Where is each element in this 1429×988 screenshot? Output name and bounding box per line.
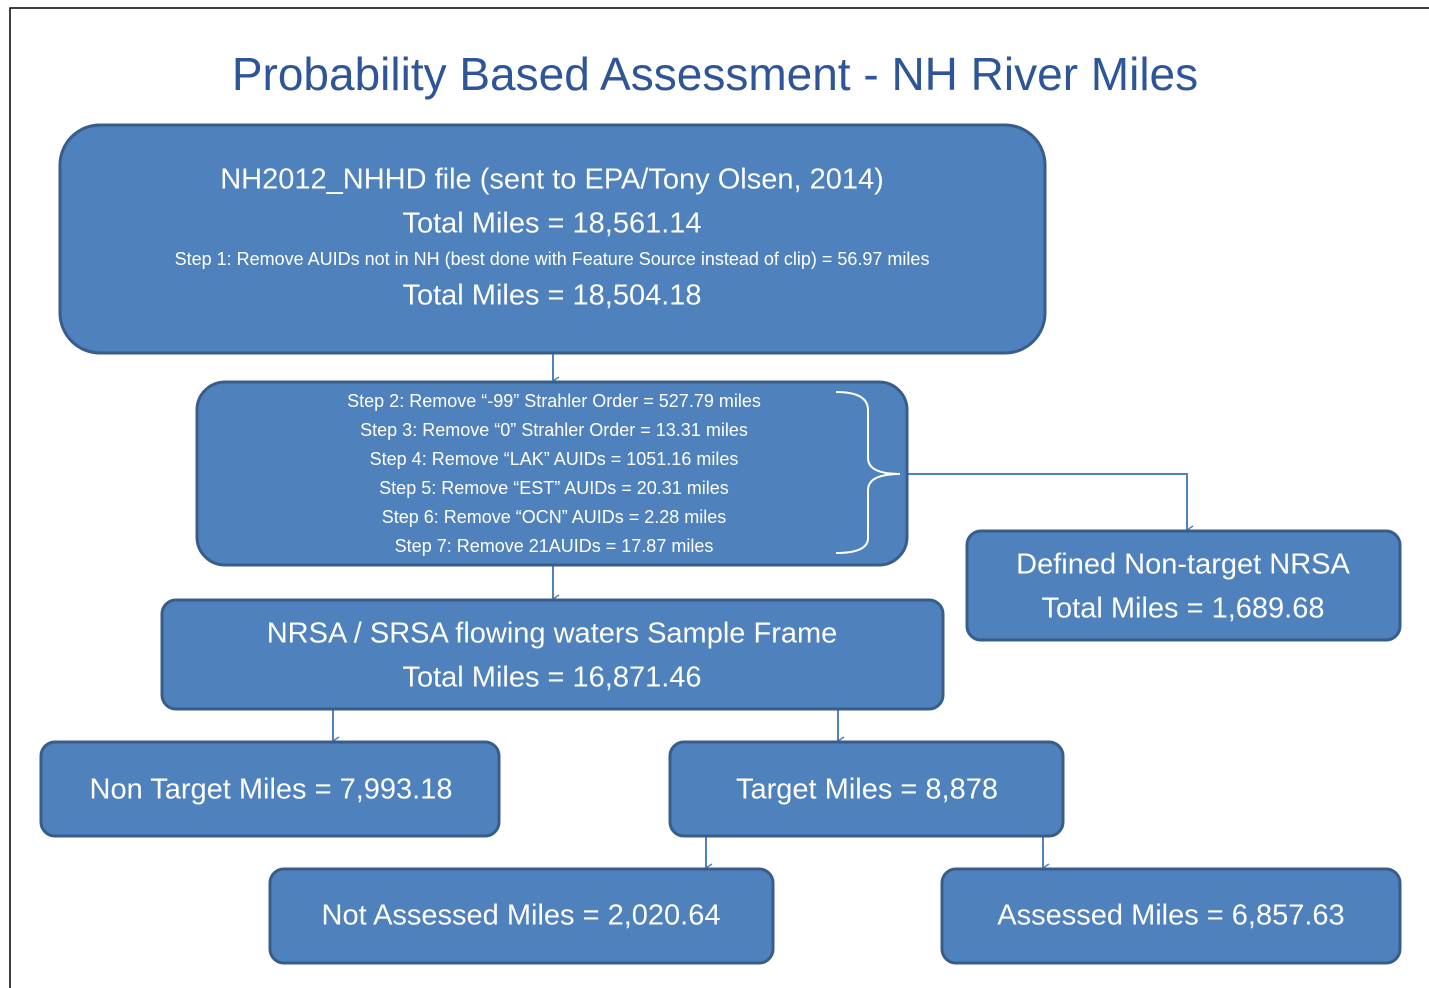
node-text: NH2012_NHHD file (sent to EPA/Tony Olsen…	[220, 164, 884, 196]
node-text: Step 5: Remove “EST” AUIDs = 20.31 miles	[379, 478, 729, 498]
node-box	[668, 740, 1065, 838]
node-text: Defined Non-target NRSA	[1016, 549, 1350, 581]
node-text: Total Miles = 1,689.68	[1042, 593, 1325, 625]
node-box	[940, 867, 1402, 965]
node-text: Assessed Miles = 6,857.63	[997, 900, 1344, 932]
frame	[9, 7, 1429, 988]
title: Probability Based Assessment - NH River …	[232, 48, 1198, 100]
node-text: Step 1: Remove AUIDs not in NH (best don…	[175, 249, 930, 269]
node-box	[160, 598, 945, 711]
node-box	[58, 123, 1047, 355]
node-box	[39, 740, 501, 838]
node-text: Total Miles = 16,871.46	[402, 662, 701, 694]
node-text: Step 2: Remove “-99” Strahler Order = 52…	[347, 391, 761, 411]
node-box	[268, 867, 775, 965]
node-text: Non Target Miles = 7,993.18	[90, 774, 453, 806]
connectors	[331, 353, 1194, 873]
node-box	[965, 529, 1402, 642]
node-text: Step 4: Remove “LAK” AUIDs = 1051.16 mil…	[370, 449, 739, 469]
node-box	[195, 380, 909, 567]
node-text: Total Miles = 18,504.18	[402, 280, 701, 312]
node-text: Step 7: Remove 21AUIDs = 17.87 miles	[395, 536, 714, 556]
node-text: NRSA / SRSA flowing waters Sample Frame	[267, 618, 838, 650]
node-text: Total Miles = 18,561.14	[402, 208, 701, 240]
brace	[835, 391, 901, 554]
node-text: Not Assessed Miles = 2,020.64	[322, 900, 721, 932]
node-text: Step 3: Remove “0” Strahler Order = 13.3…	[360, 420, 748, 440]
node-text: Target Miles = 8,878	[736, 774, 998, 806]
node-text: Step 6: Remove “OCN” AUIDs = 2.28 miles	[382, 507, 727, 527]
